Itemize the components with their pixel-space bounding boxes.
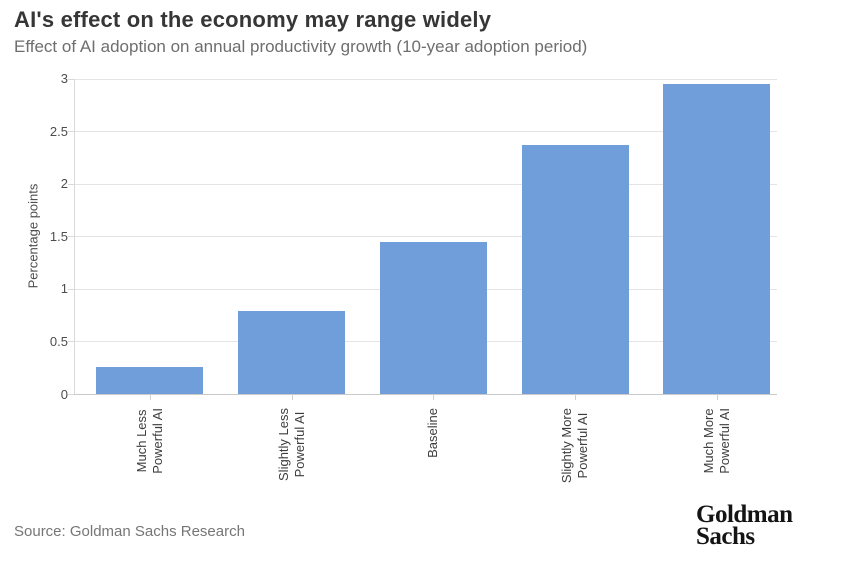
y-tick-mark-3 [68,78,74,80]
y-tick-label-2: 2 [60,176,68,192]
y-axis-line [74,78,75,394]
y-tick-mark-2 [68,183,74,185]
y-tick-label-1.5: 1.5 [49,228,68,244]
y-tick-label-2.5: 2.5 [49,123,68,139]
y-tick-mark-1 [68,288,74,290]
chart-title: AI's effect on the economy may range wid… [14,7,492,32]
chart-subtitle: Effect of AI adoption on annual producti… [14,37,588,56]
x-tick-mark-1 [291,394,293,400]
source-note: Source: Goldman Sachs Research [14,523,245,540]
y-tick-label-3: 3 [60,71,68,86]
y-tick-mark-0.5 [68,341,74,343]
gridline-y-2 [74,183,777,185]
gridline-y-3 [74,78,777,80]
gridline-y-0 [74,394,777,395]
bar-much-more-powerful-ai [663,83,771,394]
y-tick-mark-1.5 [68,236,74,238]
logo-line-1: Goldman [696,501,793,528]
y-tick-mark-2.5 [68,131,74,133]
x-tick-mark-0 [149,394,151,400]
gridline-y-1.5 [74,236,777,238]
bar-slightly-more-powerful-ai [521,144,629,394]
gridline-y-2.5 [74,131,777,133]
y-tick-label-1: 1 [60,281,68,297]
x-axis-label-2: Baseline [425,408,441,458]
bar-baseline [379,241,487,394]
x-tick-mark-2 [433,394,435,400]
logo-line-2: Sachs [696,523,755,550]
x-tick-mark-3 [575,394,576,400]
bar-slightly-less-powerful-ai [238,310,346,394]
x-axis-label-3: Slightly More Powerful AI [559,408,590,484]
x-tick-mark-4 [716,394,718,400]
goldman-sachs-logo: Goldman Sachs [696,501,793,550]
y-tick-label-0: 0 [60,386,68,402]
x-axis-label-4: Much More Powerful AI [700,408,732,474]
x-axis-label-1: Slightly Less Powerful AI [275,408,307,481]
x-axis-label-0: Much Less Powerful AI [133,408,165,474]
y-tick-label-0.5: 0.5 [49,333,68,349]
bar-much-less-powerful-ai [96,366,204,394]
y-tick-mark-0 [68,394,74,395]
